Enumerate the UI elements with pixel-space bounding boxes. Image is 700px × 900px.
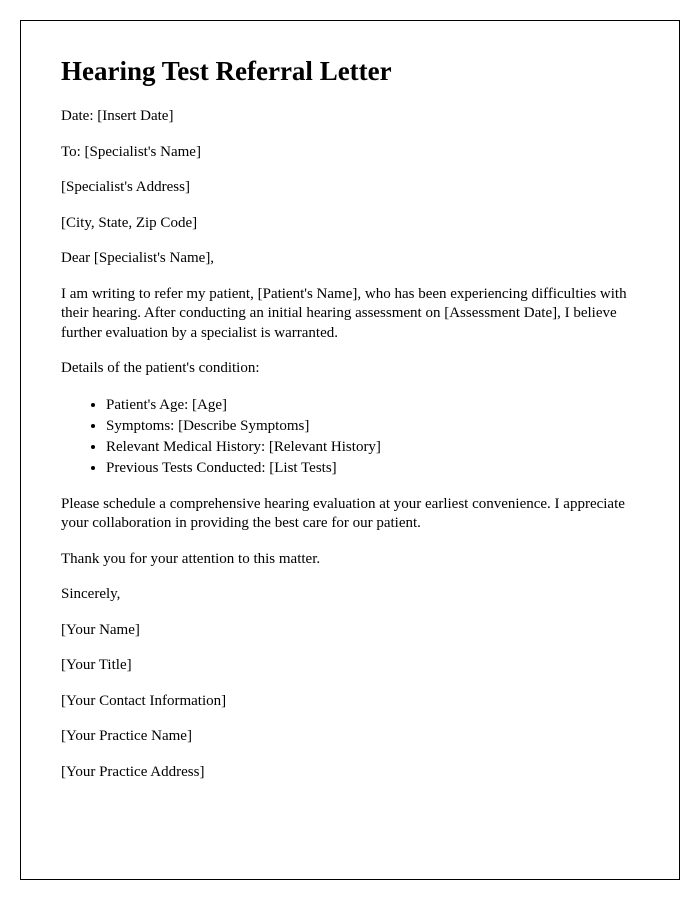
sender-name: [Your Name] — [61, 621, 639, 641]
practice-name: [Your Practice Name] — [61, 727, 639, 747]
sender-title: [Your Title] — [61, 656, 639, 676]
specialist-address: [Specialist's Address] — [61, 178, 639, 198]
detail-history: Relevant Medical History: [Relevant Hist… — [106, 437, 639, 458]
salutation: Dear [Specialist's Name], — [61, 249, 639, 269]
sender-contact: [Your Contact Information] — [61, 692, 639, 712]
document-title: Hearing Test Referral Letter — [61, 56, 639, 87]
intro-paragraph: I am writing to refer my patient, [Patie… — [61, 285, 639, 344]
details-intro: Details of the patient's condition: — [61, 359, 639, 379]
thank-you: Thank you for your attention to this mat… — [61, 550, 639, 570]
to-line: To: [Specialist's Name] — [61, 143, 639, 163]
detail-symptoms: Symptoms: [Describe Symptoms] — [106, 416, 639, 437]
date-line: Date: [Insert Date] — [61, 107, 639, 127]
closing: Sincerely, — [61, 585, 639, 605]
request-paragraph: Please schedule a comprehensive hearing … — [61, 495, 639, 534]
detail-tests: Previous Tests Conducted: [List Tests] — [106, 458, 639, 479]
city-state-zip: [City, State, Zip Code] — [61, 214, 639, 234]
practice-address: [Your Practice Address] — [61, 763, 639, 783]
details-list: Patient's Age: [Age] Symptoms: [Describe… — [106, 395, 639, 479]
document-container: Hearing Test Referral Letter Date: [Inse… — [20, 20, 680, 880]
detail-age: Patient's Age: [Age] — [106, 395, 639, 416]
